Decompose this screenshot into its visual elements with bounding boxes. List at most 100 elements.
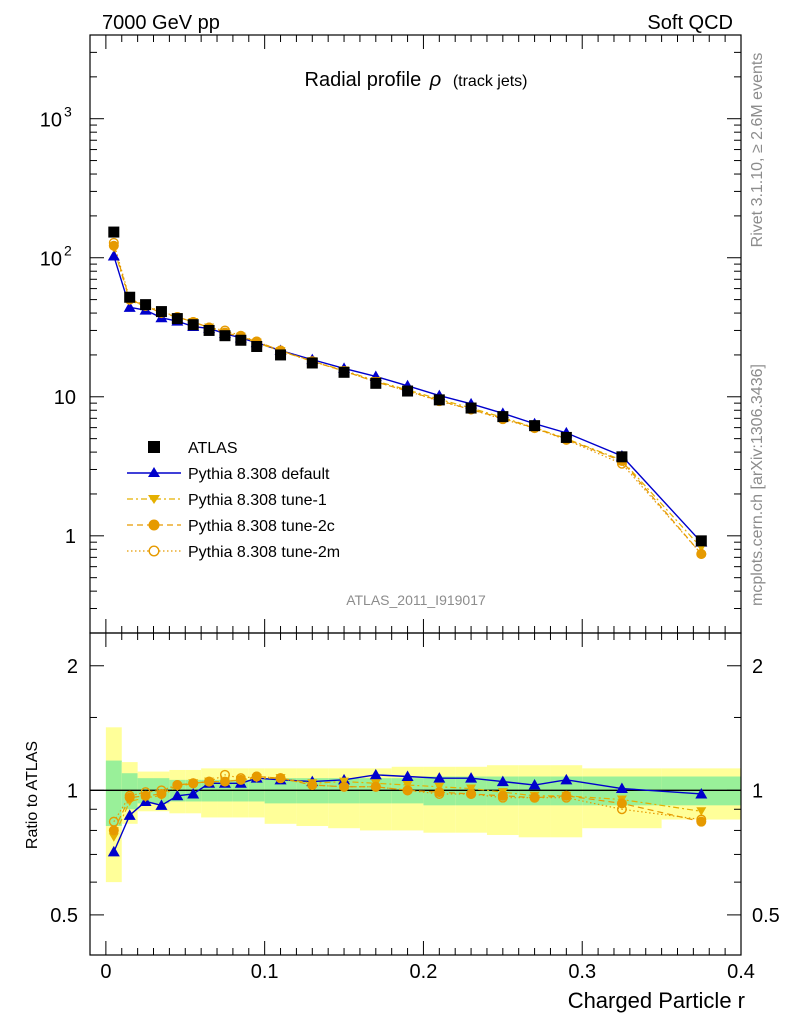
ratio-point [696, 814, 707, 825]
ratio-point [172, 780, 183, 791]
ratio-point [433, 772, 446, 783]
ratio-y-axis-label: Ratio to ATLAS [24, 741, 41, 849]
x-tick-label: 0.2 [410, 961, 438, 983]
data-point [465, 402, 477, 414]
ratio-point [108, 833, 119, 842]
y-tick-label: 10 [40, 249, 62, 271]
ratio-point [307, 780, 318, 791]
ratio-point [466, 788, 477, 799]
data-point [108, 226, 120, 238]
legend: ATLAS Pythia 8.308 default Pythia 8.308 … [127, 440, 340, 561]
ratio-point [496, 775, 509, 787]
legend-marker-atlas [148, 441, 160, 453]
analysis-watermark: ATLAS_2011_I919017 [346, 592, 486, 608]
series-line-pythia-8-308-tune-1 [113, 247, 702, 549]
ratio-point [401, 770, 414, 782]
ratio-point [140, 787, 151, 798]
ratio-point [402, 785, 413, 796]
ratio-point [155, 799, 168, 810]
ratio-frame [89, 632, 742, 956]
data-point [235, 334, 247, 346]
data-point [251, 340, 263, 352]
ratio-point [124, 790, 135, 801]
ratio-point [696, 807, 707, 816]
ratio-point [434, 788, 445, 799]
ratio-point [616, 804, 627, 815]
data-point [402, 385, 414, 397]
ratio-line-pythia-8-308-tune-2m [113, 774, 702, 822]
legend-label-tune1: Pythia 8.308 tune-1 [188, 492, 327, 509]
x-tick-label: 0.3 [568, 961, 596, 983]
ratio-point [251, 771, 262, 782]
y-tick-exponent: 2 [64, 243, 72, 259]
ratio-y-tick-label: 1 [67, 780, 78, 802]
ratio-point [275, 773, 286, 784]
data-point [140, 299, 152, 311]
data-point [123, 301, 136, 312]
ratio-point [497, 790, 508, 801]
data-point [529, 420, 541, 432]
legend-marker-default [148, 467, 160, 477]
legend-marker-tune2c [148, 519, 160, 531]
data-point [338, 366, 350, 378]
ratio-uncertainty-bands [105, 727, 741, 883]
x-axis-label: Charged Particle r [568, 988, 745, 1013]
y-tick-label: 10 [54, 387, 76, 409]
ratio-point [696, 816, 707, 827]
ratio-line-pythia-8-308-default [113, 774, 702, 853]
x-tick-label: 0.1 [251, 961, 279, 983]
ratio-point [204, 776, 215, 787]
ratio-point [466, 788, 477, 799]
plot-title: Radial profile ρ (track jets) [305, 69, 528, 91]
data-point [219, 330, 231, 342]
x-tick-label: 0.4 [727, 961, 755, 983]
data-point [155, 306, 167, 318]
legend-label-tune2m: Pythia 8.308 tune-2m [188, 544, 340, 561]
rivet-label: Rivet 3.1.10, ≥ 2.6M events [749, 53, 766, 248]
ratio-point [108, 825, 119, 836]
ratio-y-tick-label-right: 2 [752, 656, 763, 678]
data-point [275, 349, 287, 361]
legend-label-atlas: ATLAS [188, 440, 238, 457]
ratio-point [465, 772, 478, 783]
ratio-point [615, 782, 628, 794]
ratio-point [528, 779, 541, 790]
data-point [497, 411, 509, 423]
ratio-panel: 0.5 0.5 1 1 2 2 0 0.1 0.2 0.3 0.4 Ratio to ATLAS C… [24, 632, 780, 1013]
data-point [108, 240, 119, 251]
ratio-point [370, 781, 381, 792]
data-point [124, 291, 136, 303]
ratio-point [188, 778, 199, 789]
data-point [203, 324, 215, 336]
ratio-point [172, 780, 183, 791]
ratio-y-tick-label: 2 [67, 656, 78, 678]
ratio-point [561, 792, 572, 803]
source-label: mcplots.cern.ch [arXiv:1306.3436] [749, 364, 766, 606]
legend-marker-tune2m [148, 545, 160, 557]
data-point [108, 237, 119, 248]
series-line-pythia-8-308-default [113, 255, 702, 543]
data-point [696, 548, 707, 559]
ratio-point [434, 782, 445, 792]
ratio-point [171, 789, 184, 801]
legend-label-default: Pythia 8.308 default [188, 466, 330, 483]
main-series-layer [107, 226, 708, 559]
ratio-point [529, 792, 540, 803]
ratio-y-tick-label-right: 1 [752, 780, 763, 802]
series-line-pythia-8-308-tune-2m [113, 242, 702, 555]
y-tick-exponent: 3 [64, 104, 72, 120]
data-point [433, 394, 445, 406]
ratio-point [369, 768, 382, 780]
ratio-point [339, 781, 350, 792]
legend-label-tune2c: Pythia 8.308 tune-2c [188, 518, 335, 535]
ratio-point [156, 785, 167, 796]
ratio-y-tick-label: 0.5 [50, 905, 78, 927]
ratio-point [204, 776, 215, 787]
ratio-point [123, 809, 136, 820]
ratio-point [108, 816, 119, 827]
legend-marker-tune1 [148, 495, 160, 504]
ratio-line-pythia-8-308-tune-1 [113, 777, 702, 838]
ratio-point [466, 784, 477, 794]
